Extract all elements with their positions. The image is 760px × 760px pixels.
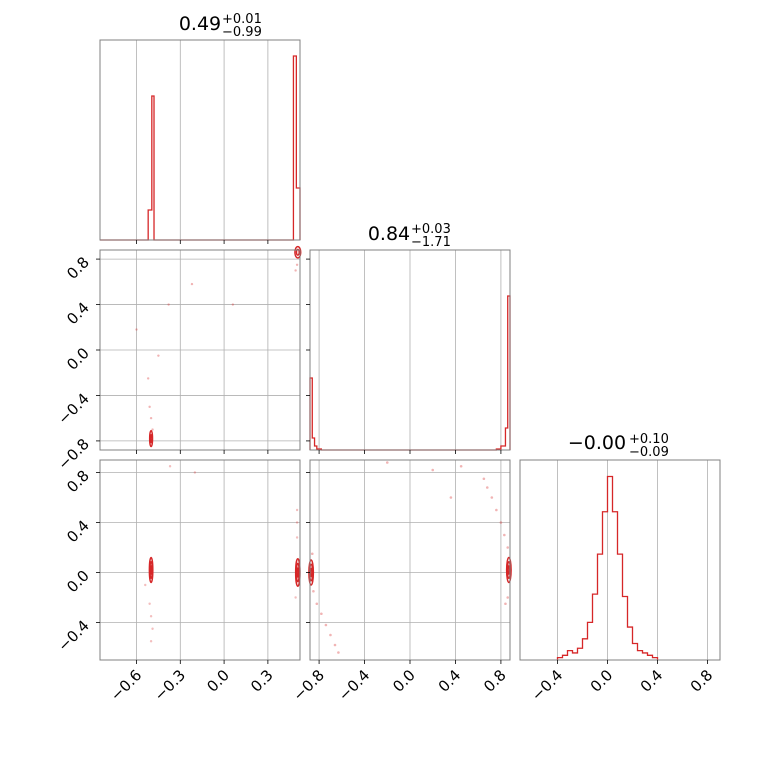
scatter-point-r2c1-12	[485, 486, 489, 489]
title-1-upper: +0.01	[222, 12, 262, 27]
scatter-point-r2c1-15	[504, 602, 507, 606]
scatter-point-r1c0-1	[148, 405, 151, 409]
scatter-point-r2c1-6	[337, 651, 340, 654]
xtick-label-param2-2: 0.0	[389, 666, 419, 696]
scatter-point-r2c0-6	[295, 536, 299, 539]
panel-frame-r0c0	[99, 39, 301, 241]
scatter-point-r2c1-19	[459, 464, 463, 468]
scatter-point-r2c1-11	[490, 496, 494, 499]
ytick-label-r2-2: 0.4	[63, 517, 93, 547]
ytick-label-r1-3: 0.4	[63, 299, 93, 329]
scatter-point-r2c1-16	[385, 461, 389, 464]
scatter-point-r2c1-0	[312, 589, 315, 593]
scatter-point-r1c0-2	[146, 377, 150, 380]
xtick-label-param3-3: 0.8	[687, 666, 717, 696]
scatter-point-r2c1-8	[503, 533, 506, 537]
scatter-point-r2c1-20	[310, 552, 314, 556]
scatter-point-r2c0-0	[148, 602, 151, 605]
title-3-lower: −0.09	[629, 445, 669, 460]
scatter-point-r1c0-5	[190, 282, 194, 286]
scatter-point-r2c1-5	[333, 643, 337, 647]
scatter-point-r2c0-8	[168, 465, 172, 468]
panel-frame-r2c0	[99, 459, 301, 661]
ytick-label-r1-1: −0.4	[54, 390, 92, 428]
scatter-point-r2c0-5	[295, 508, 299, 512]
scatter-point-r2c1-10	[495, 508, 498, 512]
title-param-2: 0.84	[368, 223, 410, 245]
histogram-param-1	[100, 55, 301, 241]
ytick-label-r2-1: 0.0	[63, 567, 93, 597]
contour-r2c0-left-level-2	[149, 565, 153, 575]
scatter-point-r2c1-17	[431, 468, 435, 472]
scatter-point-r2c1-4	[329, 633, 332, 637]
scatter-point-r1c0-4	[135, 328, 138, 331]
scatter-point-r2c0-3	[149, 640, 153, 643]
contour-r2c1-left-level-2	[309, 567, 313, 578]
title-2-upper: +0.03	[411, 222, 451, 237]
scatter-point-r2c1-13	[482, 477, 486, 481]
scatter-point-r2c1-18	[449, 496, 453, 499]
scatter-point-r2c1-9	[499, 521, 503, 524]
xtick-label-param2-3: 0.4	[435, 666, 465, 696]
scatter-point-r2c0-4	[295, 521, 299, 524]
scatter-point-r1c0-8	[295, 263, 299, 266]
title-2-value: 0.84	[368, 223, 410, 245]
ytick-label-r1-2: 0.0	[63, 344, 93, 374]
title-2-lower: −1.71	[411, 235, 451, 250]
scatter-point-r2c0-7	[294, 596, 297, 599]
scatter-point-r2c1-14	[506, 596, 510, 599]
contour-r1c0-upper-level-1	[295, 248, 300, 256]
title-3-upper: +0.10	[629, 432, 669, 447]
title-param-3: −0.00	[568, 432, 626, 454]
xtick-label-param1-2: 0.0	[203, 666, 233, 696]
xtick-label-param3-2: 0.4	[637, 666, 667, 696]
scatter-point-r1c0-6	[167, 303, 170, 306]
xtick-label-param2-0: −0.8	[289, 666, 327, 704]
panel-frame-r2c2	[519, 459, 721, 661]
scatter-point-r2c0-10	[144, 583, 147, 587]
scatter-point-r2c0-1	[149, 615, 153, 618]
xtick-label-param1-1: −0.3	[151, 666, 189, 704]
scatter-point-r2c1-1	[315, 602, 319, 606]
title-1-lower: −0.99	[222, 25, 262, 40]
contour-r2c0-right-level-2	[296, 567, 300, 578]
xtick-label-param3-1: 0.0	[587, 666, 617, 696]
scatter-point-r1c0-3	[157, 354, 160, 357]
title-3-value: −0.00	[568, 432, 626, 454]
contour-r1c0-lower-level-1	[149, 433, 153, 444]
scatter-point-r1c0-7	[231, 303, 235, 306]
scatter-point-r1c0-9	[294, 269, 297, 272]
scatter-point-r2c1-2	[320, 612, 323, 616]
scatter-point-r1c0-0	[149, 416, 153, 420]
xtick-label-param1-3: 0.3	[247, 666, 277, 696]
contour-r2c1-right-level-2	[507, 565, 511, 575]
scatter-point-r1c0-10	[151, 428, 154, 431]
scatter-point-r2c1-7	[506, 546, 510, 549]
scatter-point-r2c1-3	[324, 623, 328, 627]
scatter-point-r2c0-9	[193, 471, 197, 474]
ytick-label-r1-0: −0.8	[54, 435, 92, 473]
title-param-1: 0.49	[179, 13, 221, 35]
ytick-label-r2-0: −0.4	[54, 617, 92, 655]
title-1-value: 0.49	[179, 13, 221, 35]
scatter-point-r2c0-2	[151, 627, 154, 630]
xtick-label-param3-0: −0.4	[528, 666, 566, 704]
ytick-label-r1-4: 0.8	[63, 253, 93, 283]
xtick-label-param2-1: −0.4	[335, 666, 373, 704]
histogram-param-3	[556, 475, 659, 660]
xtick-label-param1-0: −0.6	[107, 666, 145, 704]
xtick-label-param2-4: 0.8	[480, 666, 510, 696]
